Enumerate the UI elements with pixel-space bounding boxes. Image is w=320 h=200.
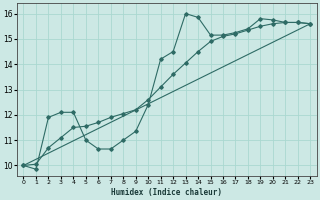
X-axis label: Humidex (Indice chaleur): Humidex (Indice chaleur)	[111, 188, 222, 197]
